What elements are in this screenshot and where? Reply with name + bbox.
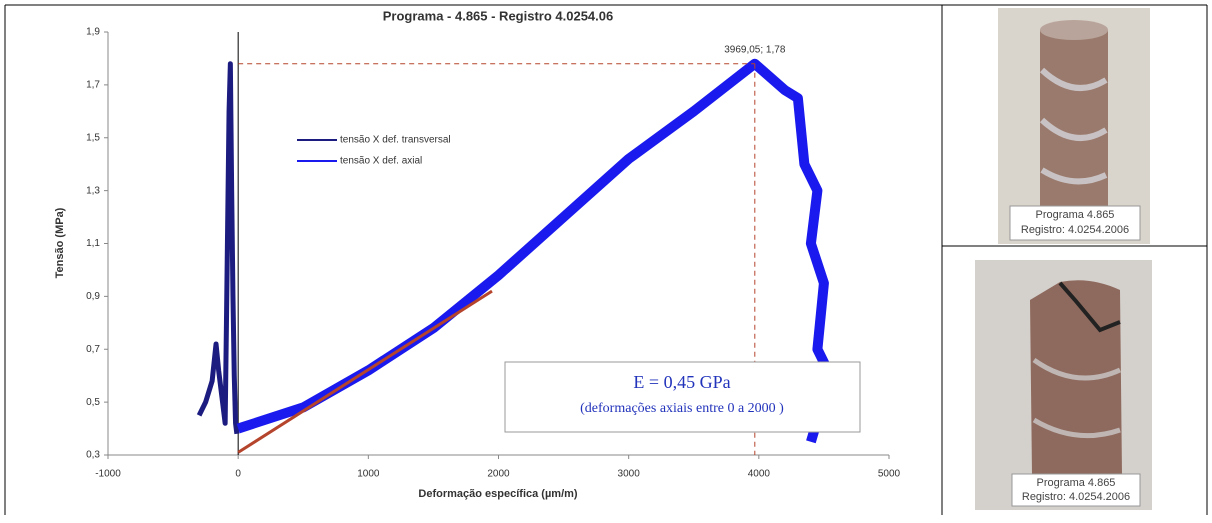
y-tick-label: 0,5 (86, 397, 100, 408)
fit-line (237, 289, 493, 454)
y-tick-label: 1,7 (86, 80, 100, 91)
chart-title: Programa - 4.865 - Registro 4.0254.06 (383, 8, 614, 23)
y-tick-label: 1,3 (86, 185, 100, 196)
legend-label: tensão X def. axial (340, 156, 422, 167)
photo-label: Programa 4.865 (1036, 209, 1115, 221)
annotation: 3969,05; 1,78 (724, 44, 786, 55)
photo-label: Programa 4.865 (1037, 477, 1116, 489)
y-tick-label: 0,3 (86, 450, 100, 461)
y-tick-label: 1,9 (86, 27, 100, 38)
x-tick-label: 0 (235, 469, 241, 480)
note-text: E = 0,45 GPa (633, 372, 730, 392)
y-axis-label: Tensão (MPa) (54, 207, 66, 278)
y-tick-label: 0,9 (86, 291, 100, 302)
x-tick-label: 1000 (357, 469, 380, 480)
photo-label: Registro: 4.0254.2006 (1022, 491, 1130, 503)
note-text: (deformações axiais entre 0 a 2000 ) (580, 401, 784, 416)
note-box (504, 361, 861, 433)
table-borders (4, 4, 1208, 515)
x-tick-label: 2000 (487, 469, 510, 480)
x-tick-label: 4000 (748, 469, 771, 480)
photo-label: Registro: 4.0254.2006 (1021, 224, 1129, 236)
legend-label: tensão X def. transversal (340, 135, 451, 146)
x-tick-label: 5000 (878, 469, 901, 480)
y-tick-label: 1,1 (86, 238, 100, 249)
series-line (196, 61, 240, 435)
y-tick-label: 0,7 (86, 344, 100, 355)
photo-broken: Programa 4.865 Registro: 4.0254.2006 (975, 260, 1152, 510)
x-tick-label: -1000 (95, 469, 121, 480)
x-tick-label: 3000 (618, 469, 641, 480)
y-tick-label: 1,5 (86, 132, 100, 143)
photo-intact: Programa 4.865 Registro: 4.0254.2006 (998, 8, 1150, 244)
x-axis-label: Deformação específica (µm/m) (418, 488, 578, 500)
